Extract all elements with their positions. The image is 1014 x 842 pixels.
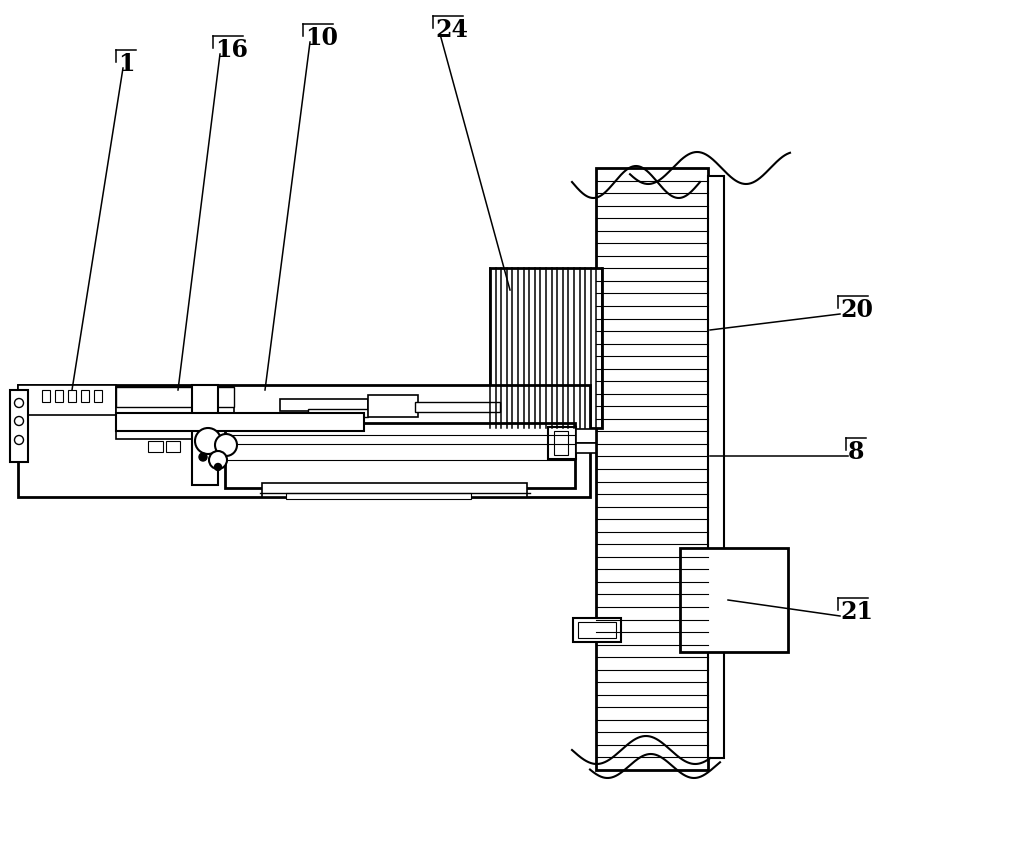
Bar [148,441,163,452]
Bar [680,548,788,652]
Text: 10: 10 [305,26,338,50]
Bar [368,395,418,417]
Bar [490,268,602,428]
Bar [116,387,234,439]
Bar [94,390,102,402]
Bar [554,431,568,455]
Bar [18,385,116,415]
Bar [116,413,364,431]
Bar [596,168,708,770]
Bar [576,429,596,443]
Bar [415,402,500,412]
Bar [18,385,590,497]
Bar [576,443,596,453]
Bar [192,385,218,485]
Bar [68,390,76,402]
Bar [548,427,576,459]
Bar [166,441,180,452]
Bar [708,176,724,758]
Bar [225,437,575,451]
Circle shape [209,451,227,469]
Bar [308,409,368,417]
Bar [573,618,621,642]
Circle shape [14,398,23,408]
Text: 20: 20 [840,298,873,322]
Text: 1: 1 [118,52,135,76]
Bar [262,483,527,497]
Bar [116,387,234,407]
Text: 24: 24 [435,18,468,42]
Circle shape [215,434,237,456]
Bar [578,622,615,638]
Circle shape [14,435,23,445]
Circle shape [14,417,23,425]
Circle shape [195,428,221,454]
Bar [81,390,89,402]
Text: 8: 8 [848,440,865,464]
Circle shape [199,453,207,461]
Text: 21: 21 [840,600,873,624]
Text: 16: 16 [215,38,248,62]
Bar [42,390,50,402]
Bar [225,423,575,488]
Bar [286,493,470,499]
Bar [10,390,28,462]
Bar [280,399,368,411]
Bar [55,390,63,402]
Circle shape [215,463,221,471]
